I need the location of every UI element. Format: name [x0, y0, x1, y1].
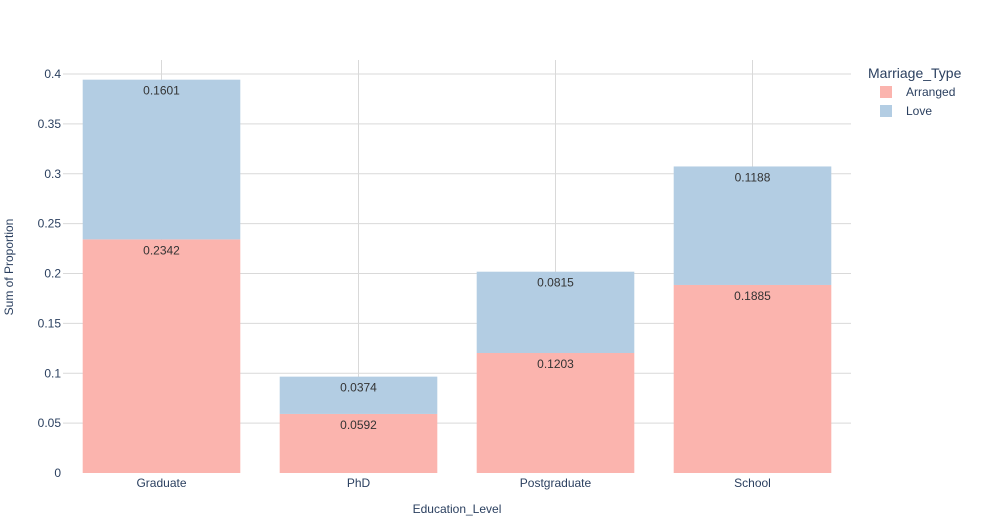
- bars: [82, 79, 832, 473]
- y-tick-label: 0.4: [44, 67, 61, 81]
- bar-love-phd[interactable]: [279, 376, 438, 414]
- bar-love-school[interactable]: [673, 166, 832, 285]
- axes: 0 0.05 0.1 0.15 0.2 0.25 0.3 0.35 0.4 Graduate PhD…: [38, 67, 771, 490]
- legend-label: Arranged: [906, 85, 955, 99]
- data-label: 0.1188: [735, 170, 771, 184]
- x-tick-label: School: [734, 476, 771, 490]
- y-tick-label: 0.25: [38, 217, 62, 231]
- x-tick-label: Postgraduate: [520, 476, 592, 490]
- data-label: 0.2342: [143, 243, 180, 257]
- data-label: 0.0815: [537, 276, 574, 290]
- y-tick-label: 0: [54, 466, 61, 480]
- legend-item-love[interactable]: Love: [880, 104, 932, 118]
- bar-arranged-phd[interactable]: [279, 413, 438, 473]
- legend-item-arranged[interactable]: Arranged: [880, 85, 955, 99]
- y-tick-label: 0.35: [38, 117, 62, 131]
- bar-arranged-school[interactable]: [673, 284, 832, 473]
- data-label: 0.0374: [340, 381, 377, 395]
- data-label: 0.1601: [143, 84, 180, 98]
- bar-love-graduate[interactable]: [82, 79, 241, 240]
- y-tick-label: 0.2: [44, 267, 61, 281]
- legend-label: Love: [906, 104, 932, 118]
- x-tick-label: PhD: [347, 476, 371, 490]
- x-tick-label: Graduate: [136, 476, 186, 490]
- y-tick-label: 0.15: [38, 316, 62, 330]
- data-labels: 0.2342 0.0592 0.1203 0.1885 0.1601 0.0374 0.08…: [143, 84, 771, 432]
- data-label: 0.1885: [734, 289, 771, 303]
- y-axis-title: Sum of Proportion: [2, 219, 16, 316]
- bar-love-postgraduate[interactable]: [476, 271, 635, 354]
- y-tick-label: 0.1: [44, 366, 61, 380]
- y-tick-label: 0.3: [44, 167, 61, 181]
- bar-arranged-graduate[interactable]: [82, 239, 241, 473]
- data-label: 0.0592: [340, 418, 377, 432]
- legend-swatch: [880, 86, 892, 98]
- legend-title: Marriage_Type: [868, 65, 962, 81]
- y-tick-label: 0.05: [38, 416, 62, 430]
- data-label: 0.1203: [537, 357, 574, 371]
- bar-arranged-postgraduate[interactable]: [476, 353, 635, 473]
- legend-swatch: [880, 105, 892, 117]
- x-axis-title: Education_Level: [413, 502, 502, 516]
- legend[interactable]: Marriage_Type Arranged Love: [868, 65, 962, 118]
